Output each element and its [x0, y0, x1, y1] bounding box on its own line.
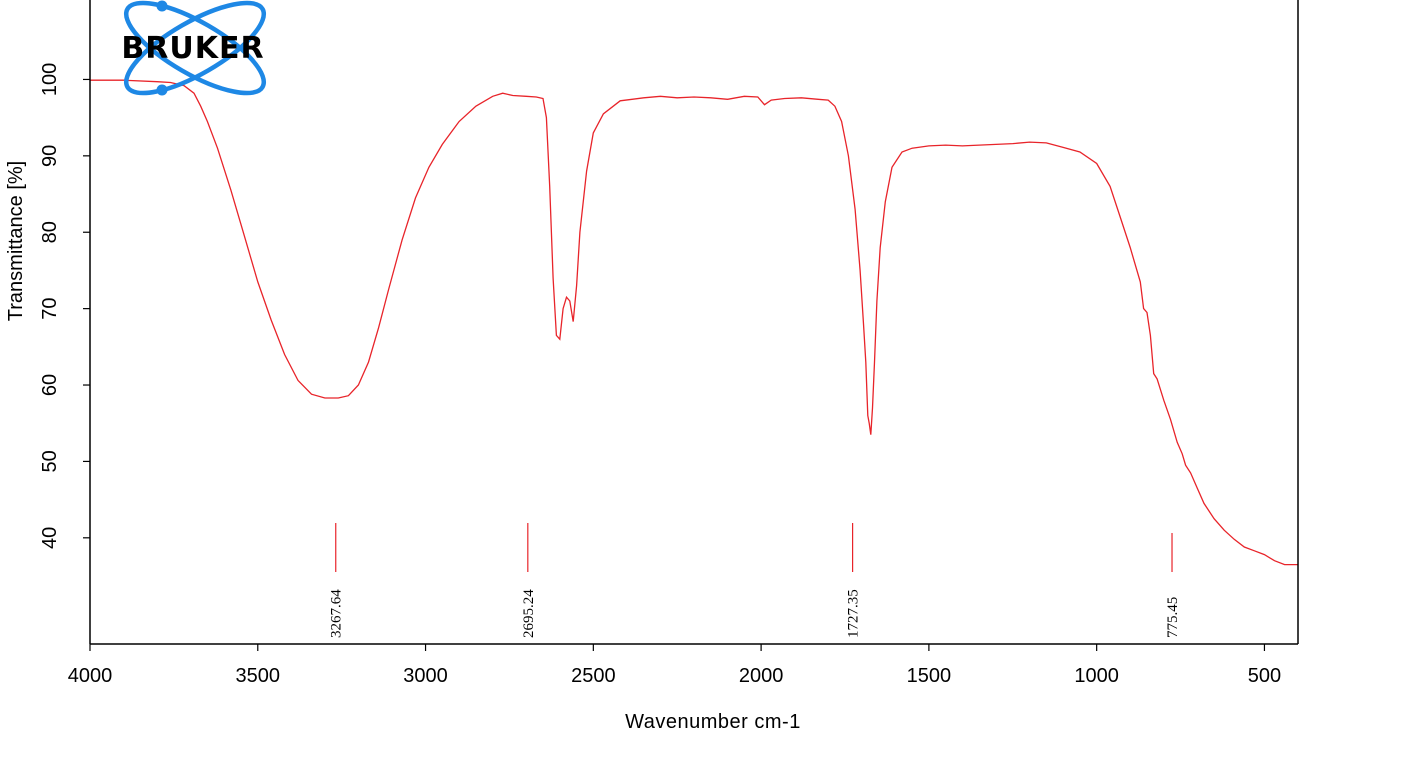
x-tick-label-2500: 2500 — [571, 665, 616, 687]
spectrum-series-line — [90, 79, 1298, 566]
y-tick-label-90: 90 — [39, 145, 61, 167]
axes: 4000 3500 3000 2500 2000 1500 1000 500 40 50 60 70… — [5, 0, 1299, 733]
y-tick-label-70: 70 — [39, 298, 61, 320]
peak-label-2: 1727.35 — [846, 589, 862, 638]
x-tick-label-1500: 1500 — [907, 665, 952, 687]
peak-label-0: 3267.64 — [329, 589, 345, 638]
x-axis-label: Wavenumber cm-1 — [625, 711, 801, 733]
y-tick-label-60: 60 — [39, 374, 61, 396]
y-tick-label-40: 40 — [39, 527, 61, 549]
y-tick-label-100: 100 — [39, 63, 61, 96]
plot-area: 3267.64 2695.24 1727.35 775.45 — [90, 79, 1298, 638]
x-tick-label-4000: 4000 — [68, 665, 113, 687]
peak-label-1: 2695.24 — [521, 589, 537, 638]
logo-dot-top — [156, 0, 168, 12]
y-axis-label: Transmittance [%] — [5, 161, 27, 321]
x-ticks: 4000 3500 3000 2500 2000 1500 1000 500 — [68, 644, 1281, 687]
x-tick-label-500: 500 — [1248, 665, 1281, 687]
y-ticks: 40 50 60 70 80 90 100 — [39, 63, 90, 549]
x-tick-label-3500: 3500 — [236, 665, 281, 687]
x-tick-label-1000: 1000 — [1074, 665, 1119, 687]
logo-orbit-1 — [123, 0, 267, 96]
logo-dot-bottom — [156, 84, 168, 96]
x-tick-label-2000: 2000 — [739, 665, 784, 687]
bruker-logo: BRUKER — [121, 0, 267, 96]
logo-orbit-2 — [123, 0, 267, 96]
peak-label-3: 775.45 — [1165, 597, 1181, 638]
x-tick-label-3000: 3000 — [403, 665, 448, 687]
y-tick-label-50: 50 — [39, 450, 61, 472]
logo-wordmark: BRUKER — [121, 31, 264, 66]
peak-markers: 3267.64 2695.24 1727.35 775.45 — [329, 523, 1181, 638]
y-tick-label-80: 80 — [39, 221, 61, 243]
spectrum-layer — [90, 79, 1298, 566]
